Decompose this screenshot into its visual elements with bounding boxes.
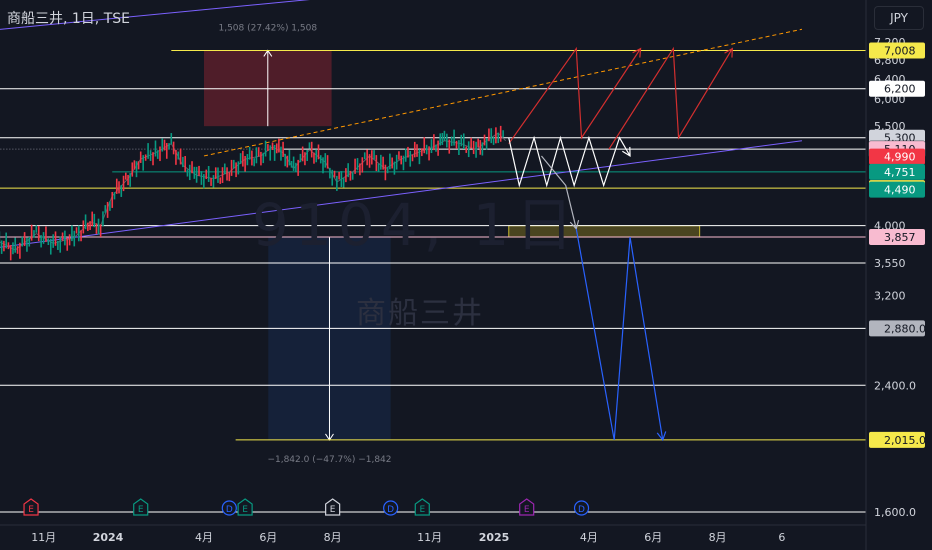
price-badge-label: 2,015.0: [884, 434, 926, 447]
price-range-label: −1,842.0 (−47.7%) −1,842: [267, 455, 391, 465]
event-marker-label: E: [419, 505, 425, 515]
price-badge: [869, 42, 925, 59]
time-tick-label: 2025: [479, 531, 510, 544]
price-badge-label: 4,990: [884, 151, 916, 164]
earnings-marker[interactable]: E: [23, 498, 39, 516]
dividend-marker[interactable]: D: [221, 500, 237, 516]
time-tick-label: 2024: [93, 531, 124, 544]
price-badge: [869, 320, 925, 337]
name-watermark: 商船三井: [356, 296, 484, 331]
time-tick-label: 4月: [580, 531, 598, 544]
price-badge: [869, 148, 925, 165]
chart-title[interactable]: 商船三井, 1日, TSE: [7, 11, 130, 27]
time-tick-label: 6月: [259, 531, 277, 544]
projection-layer: [508, 46, 733, 442]
dividend-marker-shape: [573, 500, 590, 516]
projection-path: [575, 228, 664, 441]
projection-arrowhead: [656, 431, 667, 442]
time-tick-label: 11月: [417, 531, 442, 544]
channel-line: [0, 140, 803, 248]
price-badge-label: 2,880.0: [884, 322, 926, 335]
event-marker-label: E: [524, 505, 530, 515]
earnings-marker[interactable]: E: [237, 498, 253, 516]
price-tick-label: 1,600.0: [874, 506, 916, 519]
projection-arrowhead: [632, 47, 642, 58]
earnings-marker[interactable]: E: [133, 498, 149, 516]
price-badge: [869, 163, 925, 180]
projection-path: [508, 46, 642, 145]
time-tick-label: 8月: [324, 531, 342, 544]
channel-line: [0, 0, 310, 30]
price-badge: [869, 229, 925, 246]
trend-channel-layer: [0, 0, 803, 248]
event-marker-label: E: [138, 505, 144, 515]
projection-path: [540, 155, 577, 229]
time-tick-label: 6月: [644, 531, 662, 544]
price-badge-label: 4,490: [884, 184, 916, 197]
projection-path: [508, 135, 631, 188]
currency-button[interactable]: JPY: [874, 6, 924, 30]
projection-path: [608, 46, 733, 150]
symbol-watermark: 9104, 1日: [252, 191, 580, 259]
dividend-marker-shape: [383, 500, 399, 516]
time-tick-label: 4月: [195, 531, 213, 544]
earnings-marker[interactable]: E: [325, 498, 341, 516]
dividend-marker-shape: [221, 500, 237, 516]
price-range-label: 1,508 (27.42%) 1,508: [218, 23, 317, 33]
price-badges: 7,0086,2005,3005,1115,1104,9904,7514,511…: [868, 42, 926, 448]
price-badge-label: 4,751: [884, 166, 916, 179]
event-marker-label: E: [28, 505, 34, 515]
price-badge-label: 6,200: [884, 83, 916, 96]
price-tick-label: 2,400.0: [874, 379, 916, 392]
earnings-marker-shape: [133, 498, 149, 516]
price-line-layer: [0, 125, 506, 261]
price-tick-label: 3,200: [874, 289, 906, 302]
dividend-marker[interactable]: D: [573, 500, 590, 516]
earnings-marker[interactable]: E: [414, 498, 430, 516]
earnings-marker-shape: [414, 498, 430, 516]
price-range-layer: 1,508 (27.42%) 1,508 −1,842.0 (−47.7%) −1…: [203, 23, 701, 465]
price-badge: [869, 80, 925, 97]
dividend-marker[interactable]: D: [383, 500, 399, 516]
event-marker-label: E: [242, 505, 248, 515]
earnings-marker[interactable]: E: [519, 498, 535, 516]
price-badge: [869, 181, 925, 198]
event-marker-label: E: [330, 505, 336, 515]
time-axis: 11月 2024 4月 6月 8月 11月 2025 4月 6月 8月 6: [31, 531, 785, 544]
projection-arrowhead: [724, 47, 733, 58]
earnings-marker-shape: [23, 498, 39, 516]
price-tick-label: 3,550: [874, 257, 906, 270]
event-marker-label: D: [387, 505, 394, 515]
earnings-marker-shape: [237, 498, 253, 516]
price-badge: [869, 431, 925, 448]
price-badge-label: 7,008: [884, 44, 916, 57]
channel-line: [203, 28, 803, 157]
price-badge-label: 3,857: [884, 231, 916, 244]
earnings-marker-shape: [325, 498, 341, 516]
time-tick-label: 8月: [709, 531, 727, 544]
time-tick-label: 6: [778, 531, 785, 544]
projection-arrowhead: [622, 146, 631, 158]
event-marker-label: D: [226, 505, 233, 515]
time-tick-label: 11月: [31, 531, 56, 544]
event-marker-label: D: [578, 505, 585, 515]
earnings-marker-shape: [519, 498, 535, 516]
